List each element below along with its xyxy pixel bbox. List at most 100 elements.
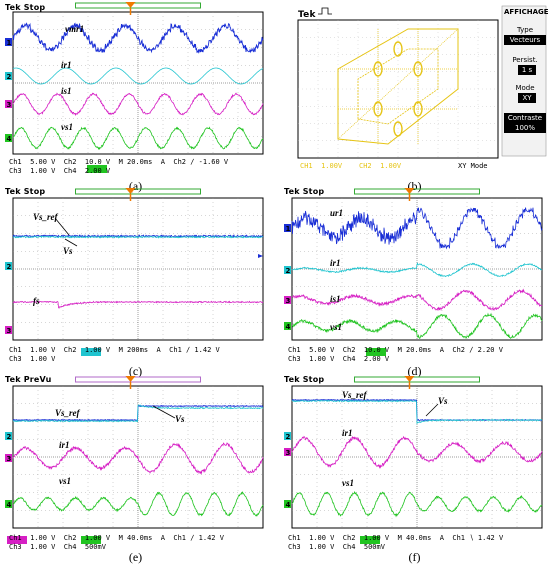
channel-marker-label: 4 — [286, 323, 291, 331]
legend-swatch — [7, 536, 27, 544]
label-vs1: vs1 — [59, 476, 71, 486]
channel-marker-label: 2 — [7, 433, 12, 441]
label-vs1: vs1 — [61, 122, 73, 132]
menu-contrast-label: Contraste — [504, 113, 546, 123]
channel-marker-label: 3 — [286, 449, 291, 457]
label-ur1: ur1 — [330, 208, 344, 218]
channel-marker-label: 4 — [7, 501, 12, 509]
trace-ch4 — [12, 491, 264, 517]
record-bar — [75, 188, 201, 195]
xy-cluster — [393, 121, 403, 137]
menu-persist[interactable]: Persist. 1 s — [504, 56, 546, 75]
footer-row-1: Ch1 5.00 V Ch2 10.0 V M 20.0ms A Ch2 ∕ -… — [9, 158, 229, 166]
channel-marker-3 — [284, 448, 291, 456]
trace-ch2 — [291, 399, 543, 425]
label-vs1: vs1 — [342, 478, 354, 488]
record-bar — [354, 188, 480, 195]
legend-swatch — [87, 165, 107, 173]
channel-marker-4 — [284, 322, 291, 330]
record-bar — [75, 376, 201, 383]
label-ir1: ir1 — [342, 428, 353, 438]
channel-marker-2 — [5, 72, 12, 80]
channel-marker-label: 1 — [286, 225, 291, 233]
scope-a: 1 2 3 4 — [5, 2, 264, 173]
trace-ch3 — [12, 442, 264, 475]
trigger-symbol — [318, 7, 332, 15]
caption-e: (e) — [128, 550, 143, 564]
footer-row-2: Ch3 1.00 V Ch4 500mV — [9, 543, 106, 551]
arrow-vs — [425, 403, 439, 417]
caption-f: (f) — [408, 550, 421, 564]
label-vs: Vs — [175, 414, 185, 424]
xy-cluster — [373, 61, 383, 77]
trace-ch4 — [12, 126, 264, 150]
trace-ch2 — [291, 262, 543, 278]
scope-f: 2 3 4 — [284, 376, 543, 544]
menu-mode-label: Mode — [515, 84, 535, 92]
scope-header: Tek Stop — [284, 187, 325, 196]
footer-row-1: Ch1 1.00 V Ch2 1.00 V M 40.0ms A Ch1 ∕ 1… — [9, 534, 224, 542]
legend-swatch — [81, 536, 101, 544]
label-vs1: vs1 — [330, 322, 342, 332]
menu-type-value: Vecteurs — [504, 35, 546, 45]
trigger-marker — [125, 188, 136, 194]
menu-mode[interactable]: Mode XY — [504, 84, 546, 103]
offset-marker — [258, 254, 263, 258]
trace-ch3 — [292, 288, 543, 311]
footer-row-2: Ch3 1.00 V Ch4 2.00 V — [9, 167, 111, 175]
footer-row-1: Ch1 1.00 V Ch2 1.00 V M 200ms A Ch1 ∕ 1.… — [9, 346, 220, 354]
channel-marker-label: 2 — [7, 73, 12, 81]
channel-marker-2 — [5, 262, 12, 270]
label-ir1: ir1 — [59, 440, 70, 450]
trace-ch3 — [12, 300, 264, 309]
scope-header: Tek — [298, 10, 316, 20]
xy-cluster — [413, 61, 423, 77]
channel-marker-label: 1 — [7, 39, 12, 47]
trace-ch4 — [291, 490, 543, 518]
menu-contrast[interactable]: Contraste 100% — [504, 112, 546, 133]
trace-ch2 — [12, 67, 264, 85]
label-vs-ref: Vs_ref — [342, 390, 367, 400]
menu-type[interactable]: Type Vecteurs — [504, 26, 546, 45]
footer-row-2: Ch3 1.00 V — [9, 355, 56, 363]
menu-persist-value: 1 s — [518, 65, 536, 75]
channel-marker-label: 2 — [286, 267, 291, 275]
menu-title: AFFICHAGE — [504, 8, 549, 16]
scope-e: 2 3 4 — [5, 376, 264, 544]
footer-row-2: Ch3 1.00 V Ch4 500mV — [288, 543, 385, 551]
scope-header: Tek Stop — [5, 3, 46, 12]
trace-ch2 — [12, 235, 264, 239]
xy-cluster — [393, 41, 403, 57]
trace-ch2 — [12, 404, 264, 423]
caption-d: (d) — [407, 364, 422, 378]
channel-marker-label: 2 — [286, 433, 291, 441]
channel-marker-1 — [284, 224, 291, 232]
channel-marker-label: 4 — [7, 135, 12, 143]
channel-marker-label: 3 — [7, 101, 12, 109]
channel-marker-4 — [284, 500, 291, 508]
channel-marker-1 — [5, 38, 12, 46]
footer-row-1: Ch1 1.00 V Ch2 1.00 V M 40.0ms A Ch1 ∖ 1… — [288, 534, 504, 542]
arrow-vs — [152, 405, 176, 419]
channel-marker-label: 3 — [286, 297, 291, 305]
footer-row-2: Ch3 1.00 V Ch4 2.00 V — [288, 355, 390, 363]
panel-b: Tek AFFICHAGE Type Vecteurs Persist. 1 s… — [282, 2, 549, 193]
record-bar — [354, 376, 480, 383]
channel-marker-label: 3 — [7, 327, 12, 335]
scope-c: 23 — [5, 188, 264, 356]
trigger-marker — [404, 188, 415, 194]
channel-marker-3 — [5, 100, 12, 108]
channel-marker-4 — [5, 134, 12, 142]
arrow-vs — [64, 238, 78, 247]
channel-marker-3 — [284, 296, 291, 304]
legend-swatch — [81, 348, 101, 356]
trace-ch3 — [291, 435, 543, 469]
panel-f: 2 3 4 Tek Stop Vs_ref Vs ir1 vs1 Ch1 1.00 … — [282, 374, 547, 564]
record-bar — [75, 2, 201, 9]
channel-marker-3 — [5, 326, 12, 334]
scope-header: Tek Stop — [284, 375, 325, 384]
panel-d: 1 2 3 4 Tek Stop ur1 ir1 is1 vs1 Ch1 5.00 V… — [282, 186, 547, 378]
menu-contrast-value: 100% — [504, 123, 546, 133]
caption-c: (c) — [128, 364, 143, 378]
